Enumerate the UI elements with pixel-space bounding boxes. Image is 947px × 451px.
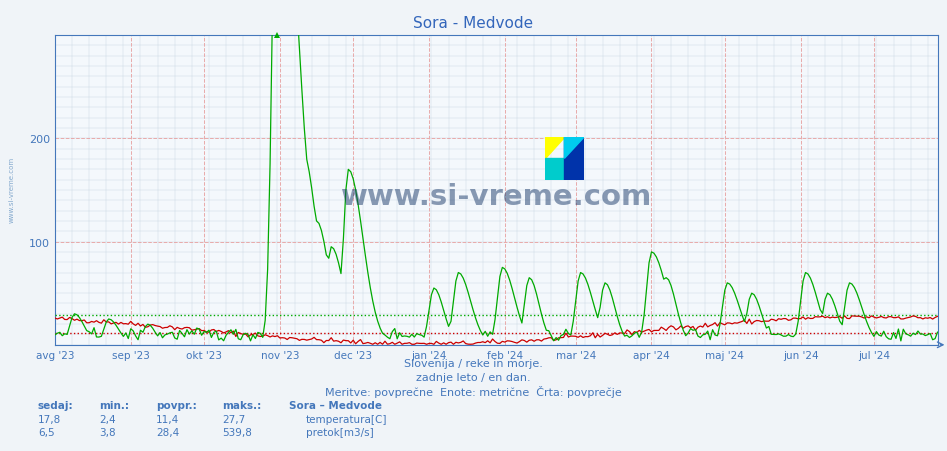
Bar — [564, 138, 584, 180]
Text: sedaj:: sedaj: — [38, 400, 74, 410]
Text: pretok[m3/s]: pretok[m3/s] — [306, 427, 374, 437]
Text: maks.:: maks.: — [223, 400, 261, 410]
Text: Meritve: povprečne  Enote: metrične  Črta: povprečje: Meritve: povprečne Enote: metrične Črta:… — [325, 386, 622, 398]
Text: 6,5: 6,5 — [38, 427, 55, 437]
Text: Sora – Medvode: Sora – Medvode — [289, 400, 382, 410]
Text: 539,8: 539,8 — [223, 427, 253, 437]
Text: 28,4: 28,4 — [156, 427, 180, 437]
Text: zadnje leto / en dan.: zadnje leto / en dan. — [416, 372, 531, 382]
Text: www.si-vreme.com: www.si-vreme.com — [341, 183, 652, 211]
Text: povpr.:: povpr.: — [156, 400, 197, 410]
Text: 11,4: 11,4 — [156, 414, 180, 423]
Text: 27,7: 27,7 — [223, 414, 246, 423]
Text: Sora - Medvode: Sora - Medvode — [414, 16, 533, 31]
Text: min.:: min.: — [99, 400, 130, 410]
Text: www.si-vreme.com: www.si-vreme.com — [9, 156, 14, 222]
Text: 17,8: 17,8 — [38, 414, 62, 423]
Text: Slovenija / reke in morje.: Slovenija / reke in morje. — [404, 359, 543, 368]
Polygon shape — [564, 138, 584, 159]
Polygon shape — [545, 138, 564, 159]
Polygon shape — [545, 159, 564, 180]
Text: 3,8: 3,8 — [99, 427, 116, 437]
Text: temperatura[C]: temperatura[C] — [306, 414, 387, 423]
Text: 2,4: 2,4 — [99, 414, 116, 423]
